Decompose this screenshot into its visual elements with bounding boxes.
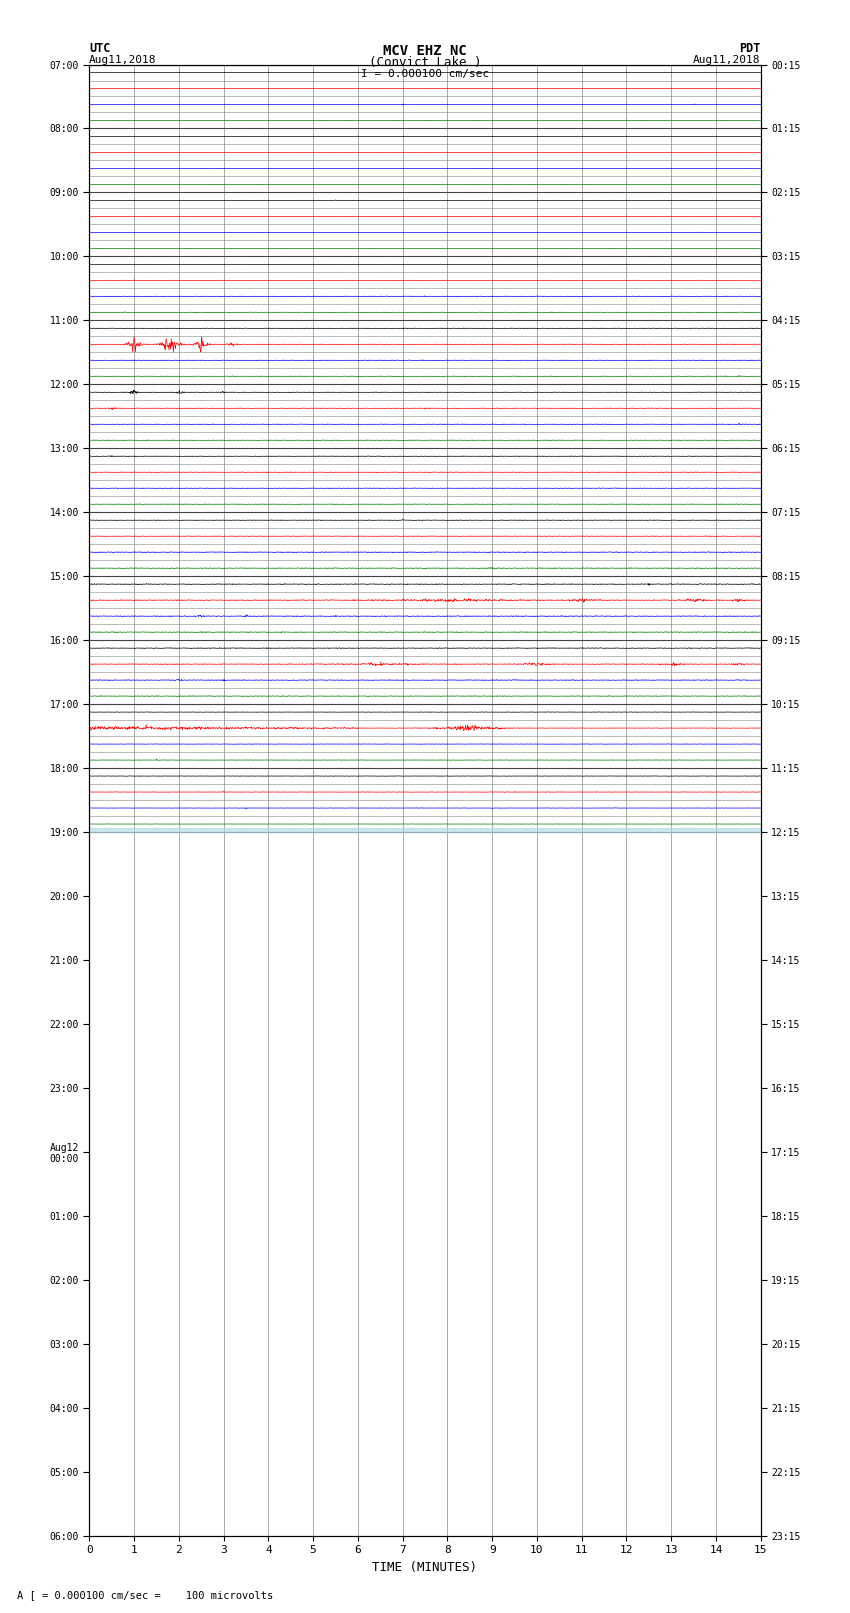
Text: I = 0.000100 cm/sec: I = 0.000100 cm/sec	[361, 69, 489, 79]
Text: UTC: UTC	[89, 42, 110, 55]
Text: (Convict Lake ): (Convict Lake )	[369, 56, 481, 69]
Text: Aug11,2018: Aug11,2018	[694, 55, 761, 65]
Text: Aug11,2018: Aug11,2018	[89, 55, 156, 65]
X-axis label: TIME (MINUTES): TIME (MINUTES)	[372, 1561, 478, 1574]
Text: MCV EHZ NC: MCV EHZ NC	[383, 44, 467, 58]
Text: PDT: PDT	[740, 42, 761, 55]
Text: A [ = 0.000100 cm/sec =    100 microvolts: A [ = 0.000100 cm/sec = 100 microvolts	[17, 1590, 273, 1600]
